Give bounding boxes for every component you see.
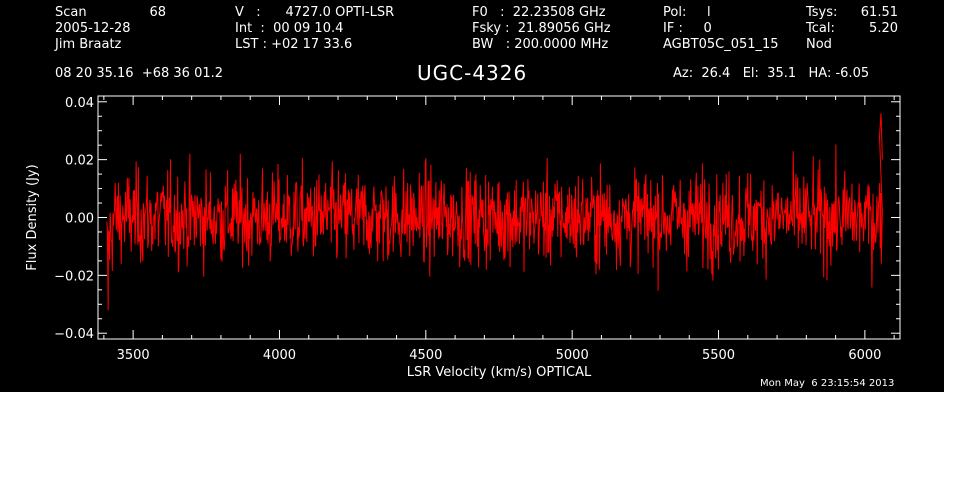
x-tick-label: 5500 — [702, 348, 735, 363]
y-tick-label: −0.04 — [54, 327, 94, 342]
tsys-label: Tsys: — [806, 5, 838, 20]
x-tick-label: 6000 — [848, 348, 881, 363]
x-tick-label: 3500 — [117, 348, 150, 363]
y-axis-title: Flux Density (Jy) — [25, 164, 40, 270]
velocity-line: V : 4727.0 OPTI-LSR — [235, 5, 395, 20]
x-axis-title: LSR Velocity (km/s) OPTICAL — [407, 365, 592, 380]
az-el-ha: Az: 26.4 El: 35.1 HA: -6.05 — [673, 66, 870, 81]
source-name: UGC-4326 — [417, 61, 528, 85]
x-tick-label: 5000 — [556, 348, 589, 363]
polarization-line: Pol: l — [663, 5, 711, 20]
plot-timestamp: Mon May 6 23:15:54 2013 — [760, 378, 895, 389]
y-tick-label: −0.02 — [54, 269, 94, 284]
rest-frequency-line: F0 : 22.23508 GHz — [472, 5, 606, 20]
obs-date: 2005-12-28 — [55, 21, 131, 36]
scan-label: Scan — [55, 5, 87, 20]
y-tick-label: 0.04 — [65, 96, 94, 111]
y-tick-label: 0.00 — [65, 212, 94, 227]
bandwidth-line: BW : 200.0000 MHz — [472, 37, 609, 52]
observing-mode: Nod — [806, 37, 832, 52]
tcal-label: Tcal: — [806, 21, 835, 36]
source-coordinates: 08 20 35.16 +68 36 01.2 — [55, 66, 224, 81]
tsys-value: 61.51 — [860, 5, 898, 20]
y-tick-label: 0.02 — [65, 154, 94, 169]
tick-layer: 3500 4000 4500 5000 5500 6000 −0.04 −0.02 0.00 0.… — [54, 96, 900, 363]
integration-line: Int : 00 09 10.4 — [235, 21, 344, 36]
x-tick-label: 4000 — [263, 348, 296, 363]
scan-number: 68 — [149, 5, 166, 20]
spectrum-trace — [106, 113, 883, 311]
lst-line: LST : +02 17 33.6 — [235, 37, 353, 52]
sky-frequency-line: Fsky : 21.89056 GHz — [472, 21, 611, 36]
spectrum-trace-layer — [106, 113, 883, 311]
x-tick-label: 4500 — [409, 348, 442, 363]
tcal-value: 5.20 — [869, 21, 898, 36]
observer-name: Jim Braatz — [55, 37, 122, 52]
if-line: IF : 0 — [663, 21, 712, 36]
project-id: AGBT05C_051_15 — [663, 37, 779, 52]
